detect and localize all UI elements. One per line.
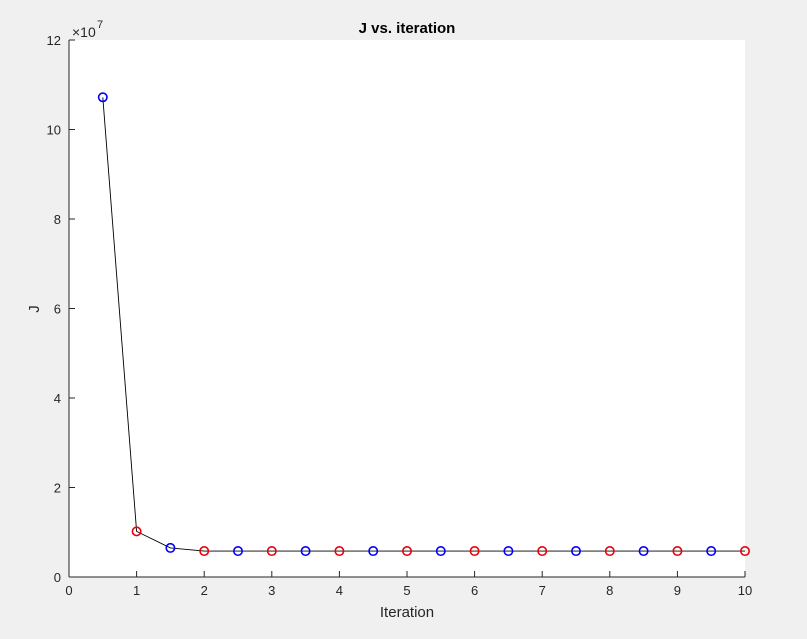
blue-marker bbox=[233, 546, 244, 557]
y-tick-label: 4 bbox=[54, 391, 61, 406]
data-markers bbox=[97, 92, 750, 557]
x-ticks: 0 1 2 3 4 5 6 7 8 9 10 bbox=[65, 571, 752, 598]
x-tick-label: 4 bbox=[336, 583, 343, 598]
y-tick-label: 10 bbox=[47, 123, 61, 138]
y-exponent-base: ×10 bbox=[72, 24, 96, 40]
series-line bbox=[102, 97, 745, 552]
red-marker bbox=[266, 546, 277, 557]
y-ticks: 0 2 4 6 8 10 12 bbox=[47, 33, 75, 585]
blue-marker bbox=[570, 546, 581, 557]
x-tick-label: 3 bbox=[268, 583, 275, 598]
x-tick-label: 10 bbox=[738, 583, 752, 598]
red-marker bbox=[739, 546, 750, 557]
y-tick-label: 12 bbox=[47, 33, 61, 48]
x-tick-label: 7 bbox=[539, 583, 546, 598]
red-marker bbox=[401, 546, 412, 557]
x-tick-label: 6 bbox=[471, 583, 478, 598]
y-tick-label: 2 bbox=[54, 481, 61, 496]
red-marker bbox=[537, 546, 548, 557]
y-tick-label: 0 bbox=[54, 570, 61, 585]
blue-marker bbox=[165, 542, 176, 553]
red-marker bbox=[199, 546, 210, 557]
y-exponent-power: 7 bbox=[97, 19, 103, 31]
red-marker bbox=[131, 526, 142, 537]
blue-marker bbox=[706, 546, 717, 557]
blue-marker bbox=[97, 92, 108, 103]
red-marker bbox=[469, 546, 480, 557]
x-tick-label: 1 bbox=[133, 583, 140, 598]
blue-marker bbox=[300, 546, 311, 557]
blue-marker bbox=[435, 546, 446, 557]
y-axis-label: J bbox=[26, 305, 43, 313]
y-tick-label: 8 bbox=[54, 212, 61, 227]
x-tick-label: 2 bbox=[201, 583, 208, 598]
blue-marker bbox=[368, 546, 379, 557]
x-tick-label: 5 bbox=[403, 583, 410, 598]
x-tick-label: 0 bbox=[65, 583, 72, 598]
x-tick-label: 9 bbox=[674, 583, 681, 598]
y-exponent-label: ×10 7 bbox=[72, 19, 103, 40]
j-curve-line bbox=[102, 97, 745, 552]
plot-area bbox=[69, 40, 745, 577]
red-marker bbox=[604, 546, 615, 557]
blue-marker bbox=[503, 546, 514, 557]
red-marker bbox=[672, 546, 683, 557]
red-marker bbox=[334, 546, 345, 557]
y-tick-label: 6 bbox=[54, 302, 61, 317]
chart-title: J vs. iteration bbox=[359, 20, 456, 37]
x-tick-label: 8 bbox=[606, 583, 613, 598]
blue-marker bbox=[638, 546, 649, 557]
x-axis-label: Iteration bbox=[380, 604, 434, 621]
